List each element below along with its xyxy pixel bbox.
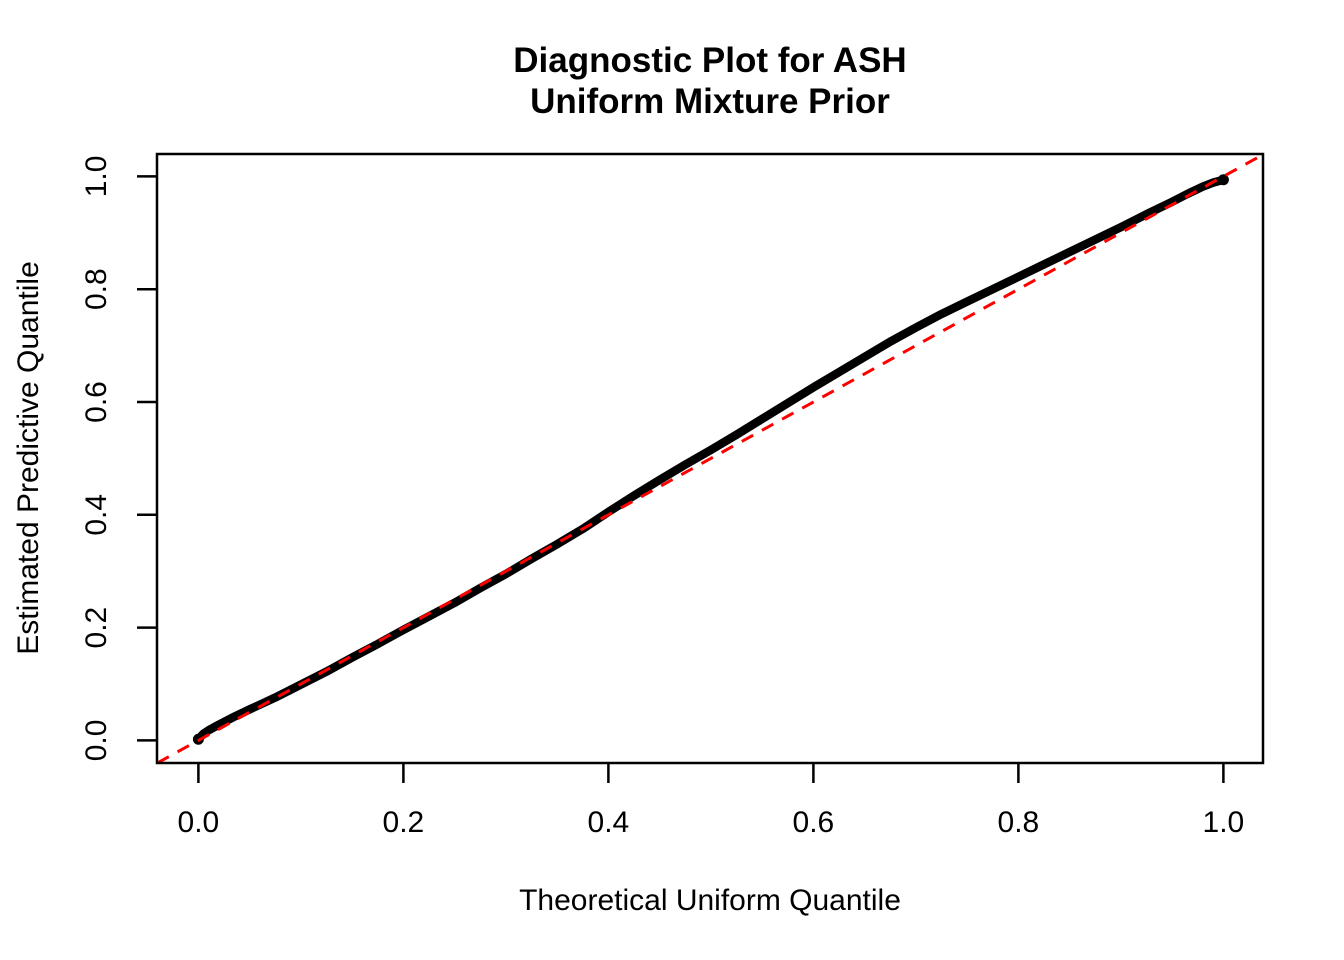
x-tick-label: 0.4 xyxy=(588,806,630,839)
y-tick-label: 0.2 xyxy=(80,607,113,649)
x-axis-title: Theoretical Uniform Quantile xyxy=(519,884,901,917)
plot-frame xyxy=(155,152,1265,765)
chart-title-line1: Diagnostic Plot for ASH xyxy=(513,41,907,80)
x-tick-label: 0.8 xyxy=(998,806,1040,839)
x-tick-label: 0.0 xyxy=(178,806,220,839)
y-tick-label: 0.8 xyxy=(80,268,113,310)
y-tick-label: 1.0 xyxy=(80,156,113,198)
chart-title: Diagnostic Plot for ASH Uniform Mixture … xyxy=(157,40,1263,122)
x-tick-label: 0.6 xyxy=(793,806,835,839)
x-tick-label: 0.2 xyxy=(383,806,425,839)
x-tick-label: 1.0 xyxy=(1203,806,1245,839)
y-tick-label: 0.0 xyxy=(80,720,113,762)
y-tick-label: 0.6 xyxy=(80,381,113,423)
y-tick-label: 0.4 xyxy=(80,494,113,536)
curve-endpoint-dot xyxy=(1217,174,1229,186)
identity-reference-line xyxy=(156,152,1266,765)
qq-data-curve xyxy=(194,175,1228,744)
y-axis-title: Estimated Predictive Quantile xyxy=(12,261,45,655)
chart-title-line2: Uniform Mixture Prior xyxy=(530,82,890,121)
